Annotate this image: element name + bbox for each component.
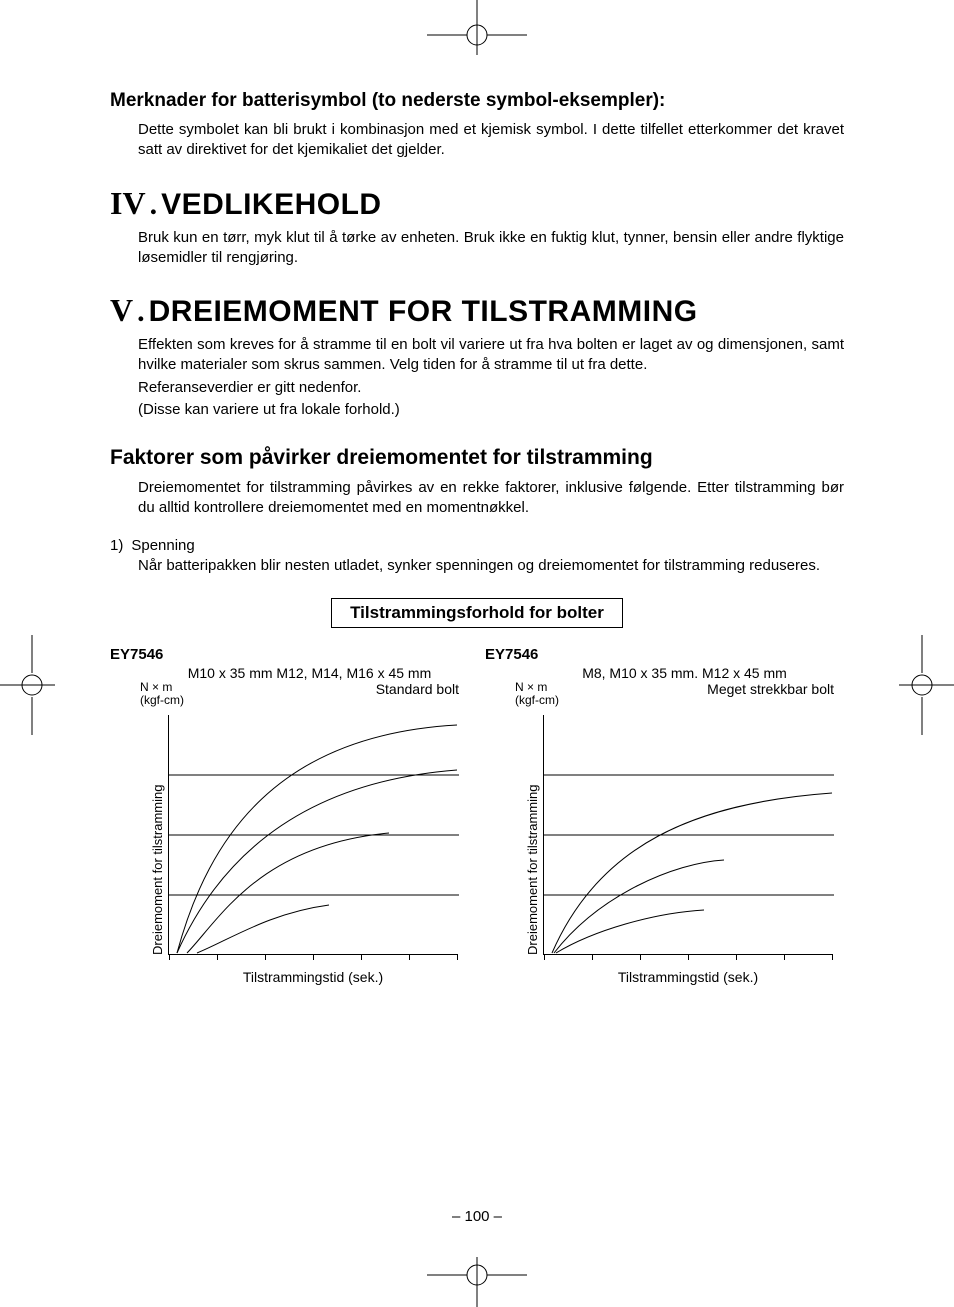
chart-right-unit1: N × m — [515, 680, 547, 694]
section-5-dot: . — [137, 295, 145, 329]
battery-body: Dette symbolet kan bli brukt i kombinasj… — [138, 120, 844, 161]
chart-right-sub2: Meget strekkbar bolt — [559, 681, 834, 697]
section-4-heading: IV. VEDLIKEHOLD — [110, 185, 844, 222]
chart-right-unit2: (kgf-cm) — [515, 693, 559, 707]
registration-mark-bottom — [427, 1257, 527, 1307]
section-5-title: DREIEMOMENT FOR TILSTRAMMING — [149, 295, 698, 329]
list-1-num: 1) — [110, 537, 131, 554]
charts-row: EY7546 M10 x 35 mm M12, M14, M16 x 45 mm… — [110, 646, 844, 985]
section-4-body: Bruk kun en tørr, myk klut til å tørke a… — [138, 228, 844, 269]
chart-right-xticks — [544, 954, 833, 960]
chart-left-ylabel: Dreiemoment for tilstramming — [150, 785, 165, 956]
registration-mark-top — [427, 0, 527, 55]
section-5-body1: Effekten som kreves for å stramme til en… — [138, 335, 844, 376]
section-5-roman: V — [110, 292, 133, 329]
chart-right-sub1: M8, M10 x 35 mm. M12 x 45 mm — [525, 665, 844, 681]
chart-left-unit: N × m (kgf-cm) — [140, 681, 184, 707]
chart-right-area — [543, 715, 833, 955]
registration-mark-right — [899, 635, 954, 735]
chart-left-svg — [169, 715, 459, 955]
factors-body: Dreiemomentet for tilstramming påvirkes … — [138, 478, 844, 519]
chart-left-sub1: M10 x 35 mm M12, M14, M16 x 45 mm — [150, 665, 469, 681]
page-content: Merknader for batterisymbol (to nederste… — [0, 0, 954, 1045]
chart-right-unit: N × m (kgf-cm) — [515, 681, 559, 707]
chart-left-unit2: (kgf-cm) — [140, 693, 184, 707]
chart-left: EY7546 M10 x 35 mm M12, M14, M16 x 45 mm… — [110, 646, 469, 985]
chart-left-model: EY7546 — [110, 646, 469, 663]
factors-heading: Faktorer som påvirker dreiemomentet for … — [110, 446, 844, 470]
chart-left-unit1: N × m — [140, 680, 172, 694]
chart-right-xlabel: Tilstrammingstid (sek.) — [543, 969, 833, 985]
page-number: – 100 – — [0, 1208, 954, 1225]
battery-heading: Merknader for batterisymbol (to nederste… — [110, 90, 844, 112]
chart-right-ylabel: Dreiemoment for tilstramming — [525, 785, 540, 956]
section-5-body2: Referanseverdier er gitt nedenfor. — [138, 378, 844, 398]
chart-left-xticks — [169, 954, 458, 960]
chart-left-area — [168, 715, 458, 955]
section-4-title: VEDLIKEHOLD — [161, 188, 382, 222]
section-4-dot: . — [150, 188, 158, 222]
section-5-heading: V. DREIEMOMENT FOR TILSTRAMMING — [110, 292, 844, 329]
section-4-roman: IV — [110, 185, 146, 222]
list-item-1: 1)Spenning — [138, 537, 844, 554]
registration-mark-left — [0, 635, 55, 735]
list-1-body: Når batteripakken blir nesten utladet, s… — [138, 556, 844, 576]
list-1-label: Spenning — [131, 537, 194, 554]
chart-right-model: EY7546 — [485, 646, 844, 663]
chart-left-sub2: Standard bolt — [184, 681, 459, 697]
chart-right: EY7546 M8, M10 x 35 mm. M12 x 45 mm N × … — [485, 646, 844, 985]
chart-right-svg — [544, 715, 834, 955]
chart-title-box: Tilstrammingsforhold for bolter — [331, 598, 623, 628]
chart-left-xlabel: Tilstrammingstid (sek.) — [168, 969, 458, 985]
section-5-body3: (Disse kan variere ut fra lokale forhold… — [138, 400, 844, 420]
